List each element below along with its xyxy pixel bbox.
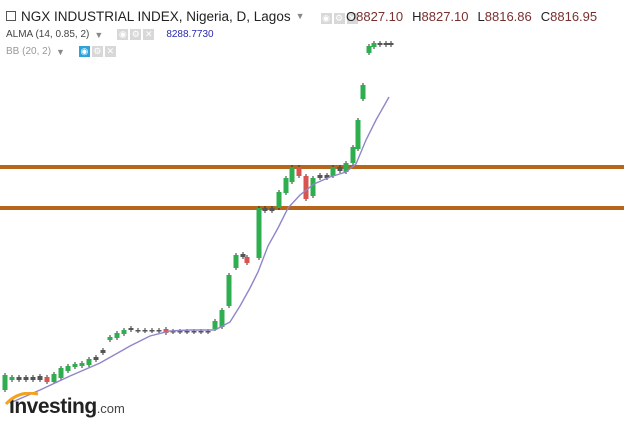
candle[interactable]	[86, 359, 92, 365]
candle[interactable]	[244, 257, 250, 263]
candle[interactable]	[303, 176, 309, 199]
visibility-icon[interactable]: ◉	[117, 29, 129, 40]
ohlc-key: H	[412, 9, 422, 24]
candle[interactable]	[128, 328, 134, 330]
ohlc-key: L	[477, 9, 485, 24]
bb-legend: BB (20, 2) ▼ ◉ ⚙ ✕	[6, 46, 116, 57]
candle[interactable]	[107, 337, 113, 340]
candle[interactable]	[289, 167, 295, 182]
settings-icon[interactable]: ⚙	[91, 46, 103, 57]
close-icon[interactable]: ✕	[104, 46, 116, 57]
candle[interactable]	[198, 331, 204, 333]
candle[interactable]	[156, 330, 162, 332]
alma-label: ALMA (14, 0.85, 2)	[6, 29, 90, 40]
candle[interactable]	[350, 147, 356, 163]
settings-icon[interactable]: ⚙	[333, 12, 345, 24]
candle[interactable]	[310, 178, 316, 196]
candle[interactable]	[205, 331, 211, 333]
candle[interactable]	[121, 330, 127, 334]
logo-suffix: .com	[96, 401, 125, 416]
candle[interactable]	[355, 120, 361, 149]
candle[interactable]	[337, 167, 343, 171]
candle[interactable]	[191, 331, 197, 333]
candle[interactable]	[343, 163, 349, 172]
candle[interactable]	[44, 377, 50, 382]
candle[interactable]	[366, 46, 372, 53]
alma-line	[9, 96, 390, 404]
chevron-down-icon[interactable]: ▼	[94, 29, 104, 40]
candle[interactable]	[269, 208, 275, 211]
candle[interactable]	[360, 85, 366, 99]
candle[interactable]	[371, 43, 377, 47]
candle[interactable]	[262, 208, 268, 211]
ohlc-value: 8827.10	[356, 9, 404, 24]
candle[interactable]	[256, 208, 262, 258]
candle[interactable]	[142, 330, 148, 332]
candle[interactable]	[79, 363, 85, 366]
logo-swoosh-icon	[5, 392, 39, 406]
ohlc-readout: O8827.10 H8827.10 L8816.86 C8816.95	[346, 9, 606, 24]
candle[interactable]	[388, 43, 394, 45]
candle[interactable]	[226, 275, 232, 306]
candle[interactable]	[114, 333, 120, 338]
candle[interactable]	[30, 377, 36, 380]
settings-icon[interactable]: ⚙	[130, 29, 142, 40]
candle[interactable]	[51, 374, 57, 382]
ohlc-value: 8827.10	[421, 9, 469, 24]
candle[interactable]	[2, 375, 8, 390]
candle[interactable]	[16, 377, 22, 380]
chart-header: NGX INDUSTRIAL INDEX, Nigeria, D, Lagos …	[6, 7, 358, 25]
bb-label: BB (20, 2)	[6, 46, 52, 57]
candle[interactable]	[219, 310, 225, 327]
candle[interactable]	[317, 175, 323, 178]
chevron-down-icon[interactable]: ▼	[295, 11, 305, 21]
candle[interactable]	[330, 167, 336, 176]
ohlc-key: O	[346, 9, 357, 24]
candle[interactable]	[100, 350, 106, 353]
candle[interactable]	[65, 366, 71, 371]
candles	[2, 41, 394, 392]
close-icon[interactable]: ✕	[346, 12, 358, 24]
collapse-square-icon[interactable]	[6, 11, 16, 21]
candle[interactable]	[233, 255, 239, 268]
candle[interactable]	[72, 364, 78, 367]
candle[interactable]	[37, 376, 43, 380]
candle[interactable]	[23, 377, 29, 380]
indicator-controls: ◉ ⚙ ✕	[319, 9, 358, 24]
candle[interactable]	[58, 368, 64, 378]
logo-text: Investing	[9, 395, 97, 418]
visibility-icon[interactable]: ◉	[78, 46, 90, 57]
candle[interactable]	[383, 43, 389, 45]
candle[interactable]	[170, 331, 176, 333]
candle[interactable]	[324, 175, 330, 178]
candle[interactable]	[283, 178, 289, 193]
alma-value: 8288.7730	[166, 29, 214, 40]
candle[interactable]	[212, 321, 218, 329]
candle[interactable]	[135, 330, 141, 332]
close-icon[interactable]: ✕	[143, 29, 155, 40]
candle[interactable]	[93, 357, 99, 360]
ohlc-value: 8816.86	[484, 9, 532, 24]
candle[interactable]	[163, 329, 169, 333]
chevron-down-icon[interactable]: ▼	[56, 46, 65, 57]
investing-logo: Investing.com	[5, 392, 125, 419]
candle[interactable]	[377, 43, 383, 45]
candle[interactable]	[149, 330, 155, 332]
candle[interactable]	[184, 331, 190, 333]
ohlc-value: 8816.95	[550, 9, 598, 24]
candle[interactable]	[9, 377, 15, 380]
ohlc-key: C	[540, 9, 551, 24]
candle[interactable]	[177, 331, 183, 333]
candle[interactable]	[240, 254, 246, 257]
visibility-icon[interactable]: ◉	[320, 12, 332, 24]
chart-title: NGX INDUSTRIAL INDEX, Nigeria, D, Lagos	[21, 8, 291, 24]
alma-legend: ALMA (14, 0.85, 2) ▼ ◉ ⚙ ✕ 8288.7730	[6, 29, 214, 40]
candle[interactable]	[296, 167, 302, 176]
candle[interactable]	[276, 192, 282, 208]
